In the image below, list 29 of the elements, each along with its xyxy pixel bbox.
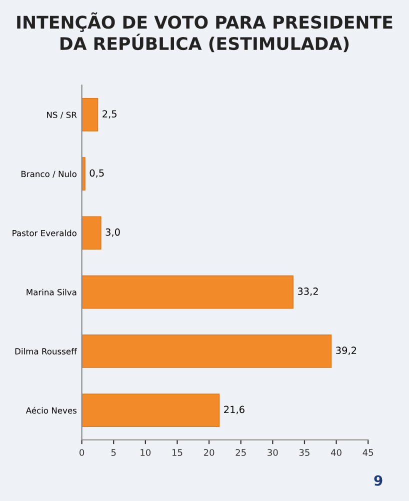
y-tick-label: Aécio Neves <box>26 406 77 414</box>
x-tick-label: 20 <box>204 449 214 456</box>
y-tick-label: Branco / Nulo <box>22 170 76 178</box>
x-tick-label: 0 <box>80 449 84 456</box>
y-tick-label: NS / SR <box>47 112 77 119</box>
x-tick-label: 40 <box>330 449 342 456</box>
x-tick-label: 45 <box>362 449 374 456</box>
bar <box>82 216 102 250</box>
chart-title: INTENÇÃO DE VOTO PARA PRESIDENTE DA REPÚBLICA (ESTIMULADA) <box>17 12 392 52</box>
bar <box>82 394 220 427</box>
x-tick-label: 10 <box>140 449 151 456</box>
y-tick-label: Dilma Rousseff <box>15 348 78 354</box>
bar <box>82 98 98 132</box>
text: 9 <box>374 475 382 486</box>
x-tick-label: 30 <box>268 449 278 456</box>
x-tick-label: 25 <box>236 449 246 456</box>
data-label: 39,2 <box>336 346 356 356</box>
data-label: 0,5 <box>90 169 104 178</box>
x-tick-label: 35 <box>299 449 310 456</box>
x-tick-label: 15 <box>172 449 182 456</box>
data-label: 2,5 <box>102 110 116 119</box>
x-tick-label: 5 <box>111 449 116 456</box>
bar <box>82 334 332 368</box>
data-label: 3,0 <box>106 228 120 237</box>
y-tick-label: Marina Silva <box>26 288 76 296</box>
y-tick-label: Pastor Everaldo <box>12 230 76 236</box>
data-label: 21,6 <box>224 406 244 414</box>
data-label: 33,2 <box>298 288 318 296</box>
bar <box>82 275 294 309</box>
